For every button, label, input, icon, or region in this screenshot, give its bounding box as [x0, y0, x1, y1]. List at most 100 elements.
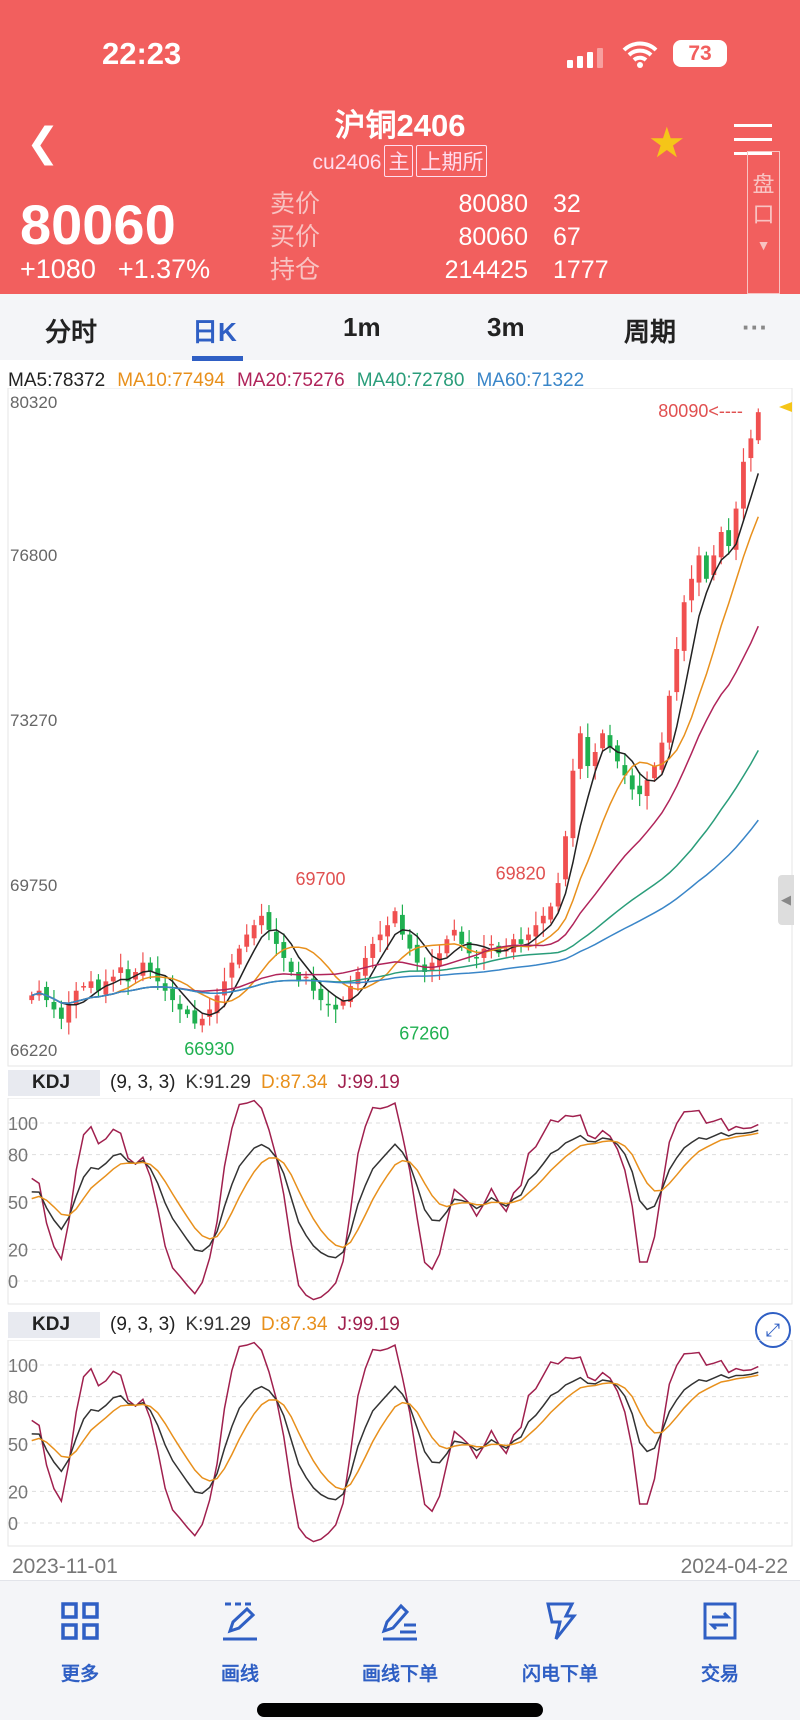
back-button[interactable]: ❮: [26, 121, 60, 165]
row-label: 买价: [270, 223, 321, 251]
candle-body: [155, 968, 161, 982]
candle-body: [488, 943, 494, 946]
candle-body: [311, 978, 316, 991]
candle-body: [229, 962, 235, 978]
kdj-k-line: [31, 1129, 759, 1259]
candle-body: [340, 1000, 346, 1006]
kdj-tick-label: 80: [8, 1388, 28, 1408]
candle-body: [481, 948, 487, 958]
ma60-label: MA60:71322: [476, 370, 585, 391]
y-tick-label: 73270: [10, 711, 57, 730]
nav-draw-order[interactable]: 画线下单: [320, 1581, 480, 1720]
kdj-k-value: K:91.29: [185, 1314, 252, 1335]
kdj-tick-label: 80: [8, 1146, 28, 1166]
kdj-indicator-selector[interactable]: KDJ: [8, 1312, 101, 1338]
candle-body: [73, 990, 79, 1005]
nav-more[interactable]: 更多: [0, 1581, 160, 1720]
order-book: 卖价 80080 32 买价 80060 67 持仓 214425 1777: [270, 188, 609, 287]
kdj-indicator-selector[interactable]: KDJ: [8, 1070, 101, 1096]
candle-body: [273, 931, 279, 944]
kdj-tick-label: 100: [8, 1356, 38, 1376]
candle-body: [407, 934, 413, 949]
nav-label: 闪电下单: [521, 1664, 598, 1685]
date-axis: 2023-11-01 2024-04-22: [12, 1555, 788, 1579]
candle-body: [429, 962, 435, 971]
pen-order-icon: [381, 1603, 417, 1641]
candle-body: [585, 737, 591, 767]
candle-body: [266, 912, 272, 930]
tab-1m[interactable]: 1m: [343, 312, 381, 342]
ma20-line: [31, 625, 759, 1004]
candle-body: [348, 986, 353, 1002]
contract-code: cu2406: [312, 151, 382, 174]
kdj-j-value: J:99.19: [337, 1314, 400, 1335]
candle-body: [103, 981, 109, 995]
candle-body: [377, 934, 383, 941]
candle-body: [422, 964, 428, 972]
candle-body: [81, 986, 87, 988]
candle-body: [385, 925, 390, 937]
price-annotation: 69700: [295, 869, 345, 889]
tab-period[interactable]: 周期: [624, 317, 677, 347]
candle-body: [177, 1003, 183, 1010]
signal-icon: [567, 48, 603, 68]
tab-daily-k[interactable]: 日K: [192, 317, 237, 347]
favorite-star-icon[interactable]: ★: [648, 119, 686, 166]
candle-body: [681, 602, 687, 651]
candlestick-chart[interactable]: 80320 76800 73270 69750 66220 69700 69820 66930…: [0, 388, 800, 1068]
orderbook-toggle-button[interactable]: 盘口 ▼: [747, 151, 780, 294]
price-annotation: 80090<----: [658, 401, 743, 421]
tab-intraday[interactable]: 分时: [45, 317, 98, 347]
triangle-down-icon: ▼: [756, 237, 771, 253]
candle-body: [96, 979, 101, 991]
row-label: 持仓: [270, 256, 321, 284]
candle-body: [689, 578, 694, 601]
kdj-d-line: [31, 1132, 759, 1249]
period-tabs: 分时 日K 1m 3m 周期 ···: [0, 294, 800, 360]
candle-body: [629, 775, 635, 790]
main-contract-badge: 主: [384, 145, 414, 177]
kdj-frame: [7, 1340, 793, 1547]
candle-body: [555, 883, 561, 907]
menu-icon[interactable]: [734, 124, 772, 166]
nav-trade[interactable]: 交易: [640, 1581, 800, 1720]
pen-draw-icon: [223, 1602, 257, 1641]
price-annotation: 66930: [184, 1039, 234, 1059]
candle-body: [118, 967, 124, 973]
ma5-line: [31, 473, 760, 1016]
start-date: 2023-11-01: [12, 1555, 118, 1578]
ma-legend: MA5:78372 MA10:77494 MA20:75276 MA40:72780 M…: [8, 370, 596, 392]
candle-body: [652, 766, 657, 779]
kdj-params: (9, 3, 3): [110, 1072, 176, 1093]
row-qty: 67: [553, 223, 581, 251]
lightning-icon: [546, 1602, 578, 1640]
candle-body: [325, 1003, 331, 1006]
candle-body: [496, 945, 502, 954]
candle-body: [526, 934, 531, 941]
candle-body: [600, 733, 606, 749]
side-panel-handle[interactable]: ◀: [778, 875, 794, 925]
row-label: 卖价: [270, 190, 321, 218]
change-value: +1080: [20, 254, 96, 284]
nav-label: 画线: [220, 1664, 259, 1685]
more-tabs-button[interactable]: ···: [742, 312, 768, 342]
nav-flash-order[interactable]: 闪电下单: [480, 1581, 640, 1720]
candle-body: [518, 939, 524, 944]
candle-body: [644, 780, 650, 796]
tab-3m[interactable]: 3m: [487, 312, 525, 342]
ma10-label: MA10:77494: [117, 370, 225, 391]
row-qty: 32: [553, 190, 581, 218]
nav-label: 画线下单: [361, 1664, 438, 1685]
kdj-tick-label: 50: [8, 1435, 28, 1455]
candle-body: [548, 906, 554, 920]
exchange-badge: 上期所: [416, 145, 488, 177]
nav-draw-line[interactable]: 画线: [160, 1581, 320, 1720]
candle-body: [199, 1018, 205, 1026]
candle-body: [44, 986, 49, 1001]
candle-body: [733, 508, 739, 550]
candle-body: [459, 931, 465, 944]
kdj-k-line: [31, 1371, 759, 1501]
expand-icon[interactable]: ⤢: [755, 1312, 791, 1348]
orderbook-row: 持仓 214425 1777: [270, 254, 609, 287]
row-price: 214425: [444, 256, 528, 284]
